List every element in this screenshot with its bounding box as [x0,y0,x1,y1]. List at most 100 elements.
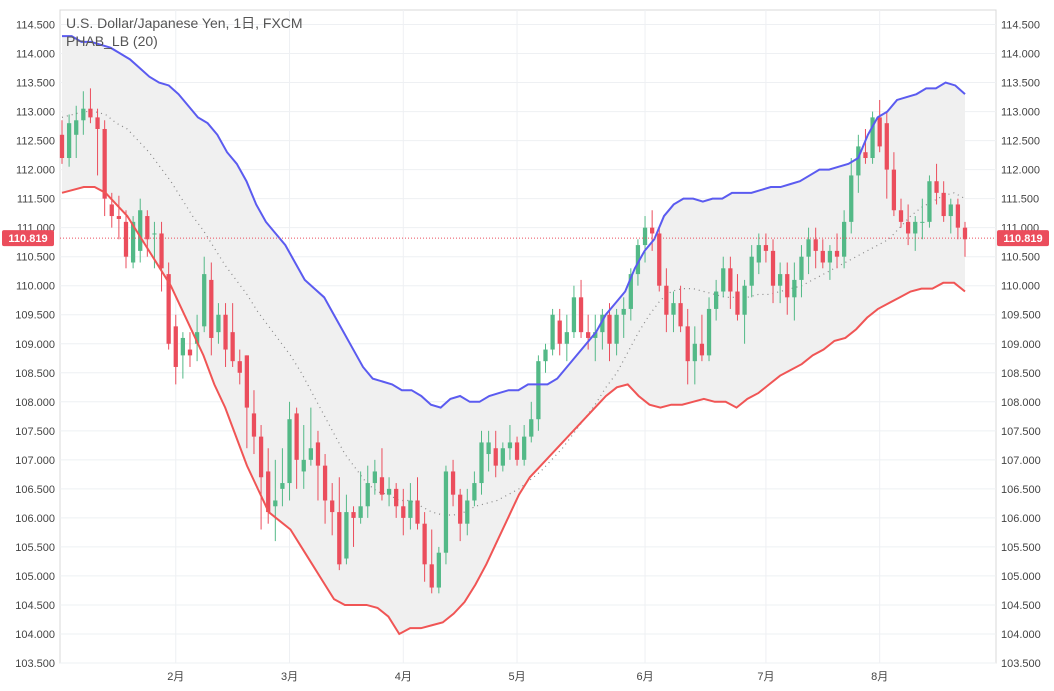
candle-body [955,204,961,228]
candle [898,198,904,228]
y-tick-label-right: 112.000 [1001,165,1040,177]
candle [102,120,107,217]
candle [685,308,690,385]
candle [778,262,783,304]
candle [820,239,825,269]
chart-title: U.S. Dollar/Japanese Yen, 1日, FXCM [66,15,303,31]
candle-body [358,506,363,518]
candle-body [934,181,939,193]
candle-body [543,349,548,362]
candle [514,436,520,466]
candle [593,314,598,362]
y-tick-label-left: 111.500 [17,194,55,206]
candle [536,355,541,431]
candle-body [173,326,178,367]
candle [138,198,143,263]
candle-body [671,303,676,315]
candle-body [500,448,505,466]
candle [692,326,697,385]
candle-body [614,314,619,344]
last-price-tag-left-bg [2,230,54,247]
candle-body [123,221,129,257]
y-tick-label-left: 104.500 [15,600,55,612]
candle [742,279,747,344]
candle-body [593,332,598,338]
candle [792,262,797,321]
x-tick-label: 5月 [508,671,525,683]
candle-body [792,279,797,298]
candle-body [742,285,747,315]
candle-body [209,279,214,338]
candle [223,303,228,367]
candle-body [678,303,683,327]
candle [799,245,804,298]
candle [493,430,498,478]
candle-body [635,245,641,275]
candle-body [443,471,449,553]
candle-body [251,413,257,437]
candle-body [180,337,186,356]
candle-body [130,221,136,263]
candle [280,448,285,507]
candle-body [721,268,726,292]
candle-body [379,477,385,495]
candle [607,303,612,362]
candle [123,210,129,269]
y-tick-label-left: 105.000 [15,571,55,583]
y-tick-label-right: 104.000 [1001,629,1041,641]
candle-body [223,314,228,350]
candle [315,430,321,501]
y-tick-label-right: 103.500 [1001,658,1041,670]
candle [465,488,470,536]
candle-body [799,256,804,280]
y-tick-label-left: 107.500 [15,426,55,438]
candle-body [194,332,200,344]
candle-body [756,245,761,263]
x-tick-label: 4月 [395,671,412,683]
candle [678,285,683,333]
last-price-tag-right: 110.819 [1003,233,1042,245]
candle-body [820,250,825,263]
candle-body [394,488,399,507]
candle [500,442,505,472]
y-tick-label-left: 110.500 [16,252,55,264]
candle-body [586,332,591,338]
candle-body [529,419,534,437]
candle [834,233,840,269]
candle [856,134,861,193]
candle-body [550,314,555,350]
candle [415,477,420,530]
candle-body [74,120,79,135]
candle-body [422,523,427,565]
candle [927,175,932,228]
candle-body [621,308,626,315]
x-tick-label: 3月 [281,671,298,683]
candle [450,459,456,507]
candle-body [877,117,882,147]
candle [166,262,171,350]
candle [344,494,349,565]
candle [657,227,662,292]
candle-body [415,500,420,524]
candle [571,285,577,338]
last-price-tag-left: 110.819 [8,233,47,245]
candle [180,332,186,379]
y-tick-label-left: 113.000 [16,107,55,119]
y-tick-label-right: 113.500 [1001,78,1040,90]
candle-body [280,483,285,489]
candle [365,465,370,518]
candle [905,204,911,246]
candle-body [913,221,918,234]
y-tick-label-left: 103.500 [15,658,55,670]
candle [287,401,292,501]
candle-body [927,181,932,222]
candle-body [472,483,477,501]
candle-body [600,314,605,333]
y-tick-label-right: 109.000 [1001,339,1041,351]
candle [522,425,527,466]
candle [955,198,961,240]
y-tick-label-left: 114.500 [16,20,55,32]
candle-body [88,108,93,118]
candle-body [479,442,484,484]
